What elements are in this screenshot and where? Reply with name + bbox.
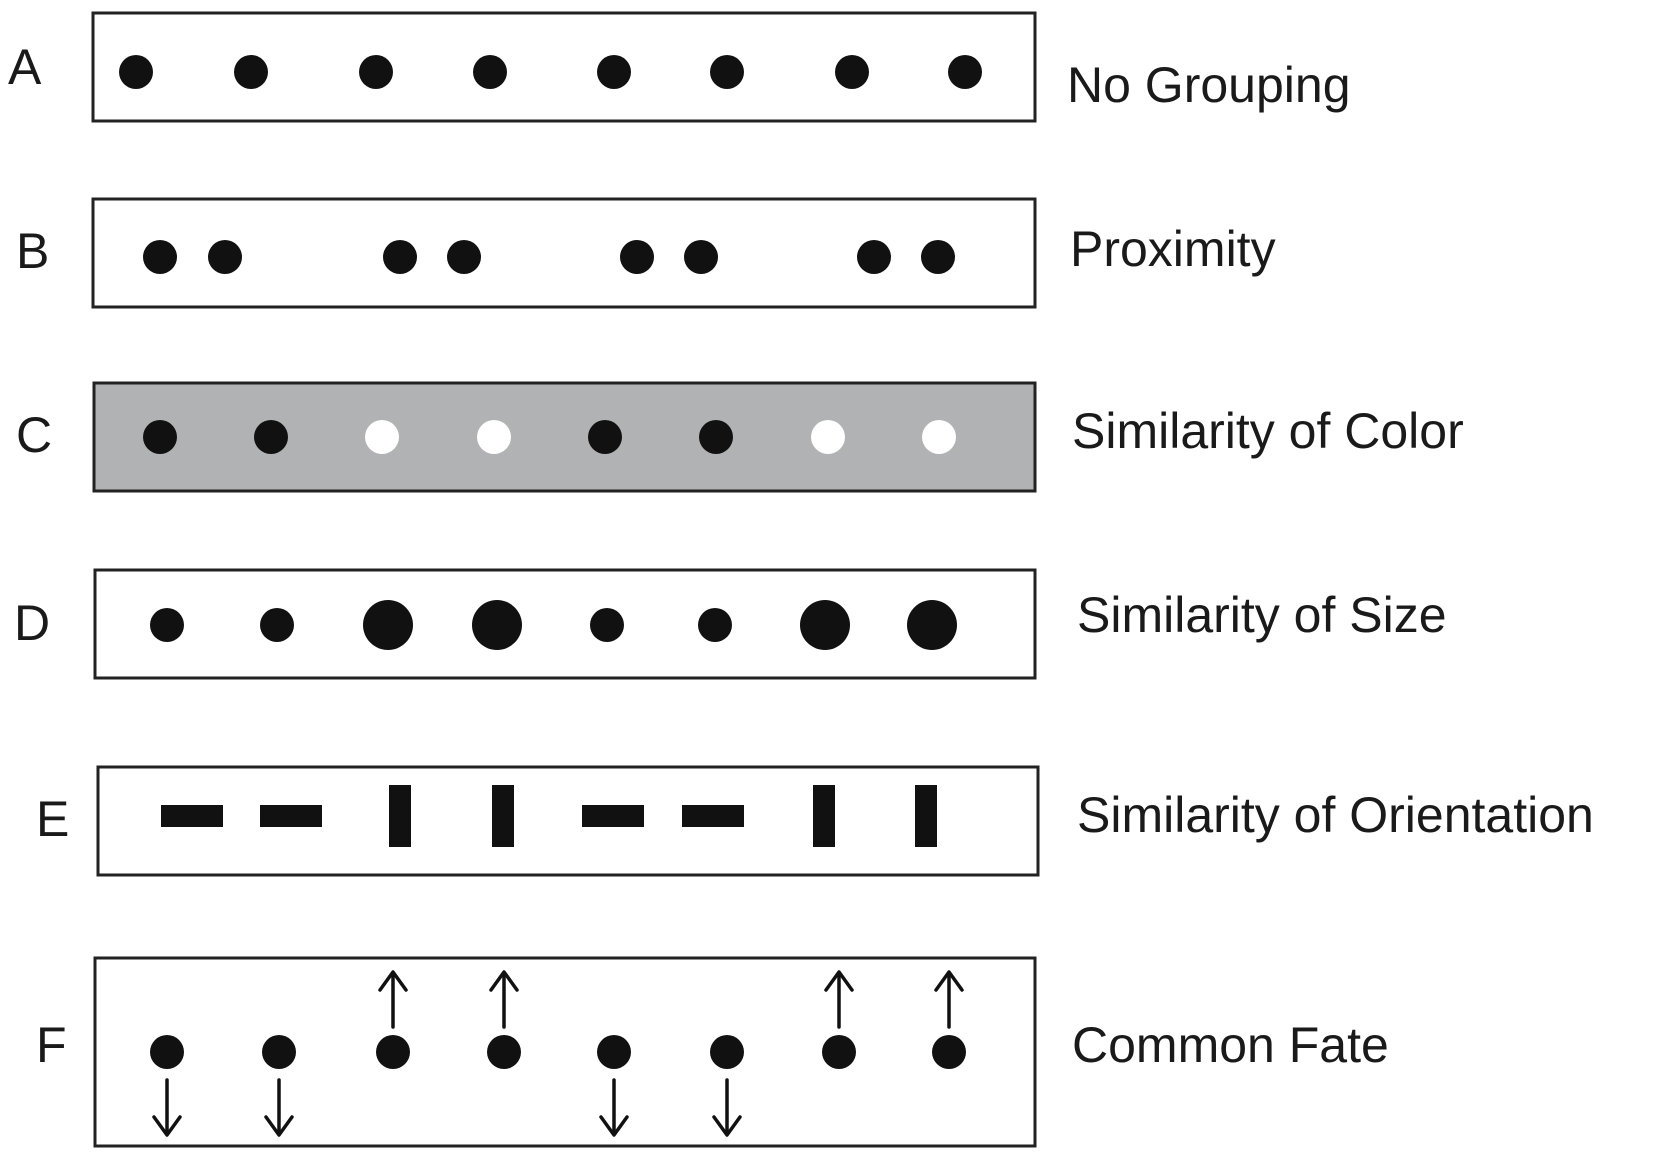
black-dot-c-2	[254, 420, 288, 454]
row-label-d: Similarity of Size	[1077, 587, 1447, 643]
arrow-head	[489, 970, 519, 992]
arrow-head	[712, 1115, 742, 1137]
marks-a	[119, 55, 982, 89]
small-dot-d-1	[150, 608, 184, 642]
dot-b-2	[208, 240, 242, 274]
black-dot-c-1	[143, 420, 177, 454]
small-dot-d-6	[698, 608, 732, 642]
row-letter-c: C	[16, 407, 52, 463]
white-dot-c-8	[922, 420, 956, 454]
marks-b	[143, 240, 955, 274]
dot-b-3	[383, 240, 417, 274]
marks-e	[161, 785, 937, 847]
horizontal-bar-e-5	[582, 805, 644, 827]
black-dot-c-5	[588, 420, 622, 454]
row-letter-f: F	[36, 1017, 67, 1073]
up-arrow-icon	[824, 970, 854, 1029]
panel-c	[92, 381, 1037, 493]
vertical-bar-e-8	[915, 785, 937, 847]
dot-a-5	[597, 55, 631, 89]
up-arrow-icon	[378, 970, 408, 1029]
arrow-head	[152, 1115, 182, 1137]
vertical-bar-e-4	[492, 785, 514, 847]
up-arrow-icon	[489, 970, 519, 1029]
down-arrow-icon	[599, 1078, 629, 1137]
panel-f	[93, 956, 1037, 1148]
dot-b-6	[684, 240, 718, 274]
vertical-bar-e-7	[813, 785, 835, 847]
horizontal-bar-e-1	[161, 805, 223, 827]
dot-a-3	[359, 55, 393, 89]
arrow-head	[599, 1115, 629, 1137]
dot-f-5	[597, 1035, 631, 1069]
dot-a-6	[710, 55, 744, 89]
row-label-f: Common Fate	[1072, 1017, 1389, 1073]
row-label-e: Similarity of Orientation	[1077, 787, 1594, 843]
white-dot-c-7	[811, 420, 845, 454]
dot-f-7	[822, 1035, 856, 1069]
row-c: C Similarity of Color	[16, 381, 1464, 493]
dot-f-1	[150, 1035, 184, 1069]
row-label-b: Proximity	[1070, 221, 1276, 277]
dot-b-7	[857, 240, 891, 274]
dot-b-5	[620, 240, 654, 274]
row-f: F Common Fate	[36, 956, 1389, 1148]
white-dot-c-4	[477, 420, 511, 454]
vertical-bar-e-3	[389, 785, 411, 847]
marks-c	[143, 420, 956, 454]
panel-e	[96, 765, 1040, 877]
row-letter-a: A	[8, 39, 42, 95]
up-arrow-icon	[934, 970, 964, 1029]
large-dot-d-3	[363, 600, 413, 650]
down-arrow-icon	[264, 1078, 294, 1137]
horizontal-bar-e-2	[260, 805, 322, 827]
large-dot-d-4	[472, 600, 522, 650]
down-arrow-icon	[152, 1078, 182, 1137]
dot-f-8	[932, 1035, 966, 1069]
marks-d	[150, 600, 957, 650]
horizontal-bar-e-6	[682, 805, 744, 827]
small-dot-d-2	[260, 608, 294, 642]
arrow-head	[378, 970, 408, 992]
dot-a-4	[473, 55, 507, 89]
row-letter-b: B	[16, 223, 49, 279]
large-dot-d-7	[800, 600, 850, 650]
row-label-c: Similarity of Color	[1072, 403, 1464, 459]
marks-f	[150, 970, 966, 1137]
arrow-head	[824, 970, 854, 992]
down-arrow-icon	[712, 1078, 742, 1137]
row-label-a: No Grouping	[1067, 57, 1351, 113]
dot-f-4	[487, 1035, 521, 1069]
row-d: D Similarity of Size	[14, 568, 1447, 680]
dot-b-8	[921, 240, 955, 274]
dot-a-1	[119, 55, 153, 89]
row-a: A No Grouping	[8, 11, 1351, 123]
dot-a-2	[234, 55, 268, 89]
row-e: E Similarity of Orientation	[36, 765, 1594, 877]
dot-f-2	[262, 1035, 296, 1069]
row-letter-d: D	[14, 595, 50, 651]
arrow-head	[264, 1115, 294, 1137]
dot-b-1	[143, 240, 177, 274]
dot-a-7	[835, 55, 869, 89]
black-dot-c-6	[699, 420, 733, 454]
panel-d	[93, 568, 1037, 680]
row-letter-e: E	[36, 791, 69, 847]
panel-a	[91, 11, 1037, 123]
dot-b-4	[447, 240, 481, 274]
small-dot-d-5	[590, 608, 624, 642]
dot-f-6	[710, 1035, 744, 1069]
dot-f-3	[376, 1035, 410, 1069]
row-b: B Proximity	[16, 197, 1276, 309]
large-dot-d-8	[907, 600, 957, 650]
white-dot-c-3	[365, 420, 399, 454]
arrow-head	[934, 970, 964, 992]
dot-a-8	[948, 55, 982, 89]
